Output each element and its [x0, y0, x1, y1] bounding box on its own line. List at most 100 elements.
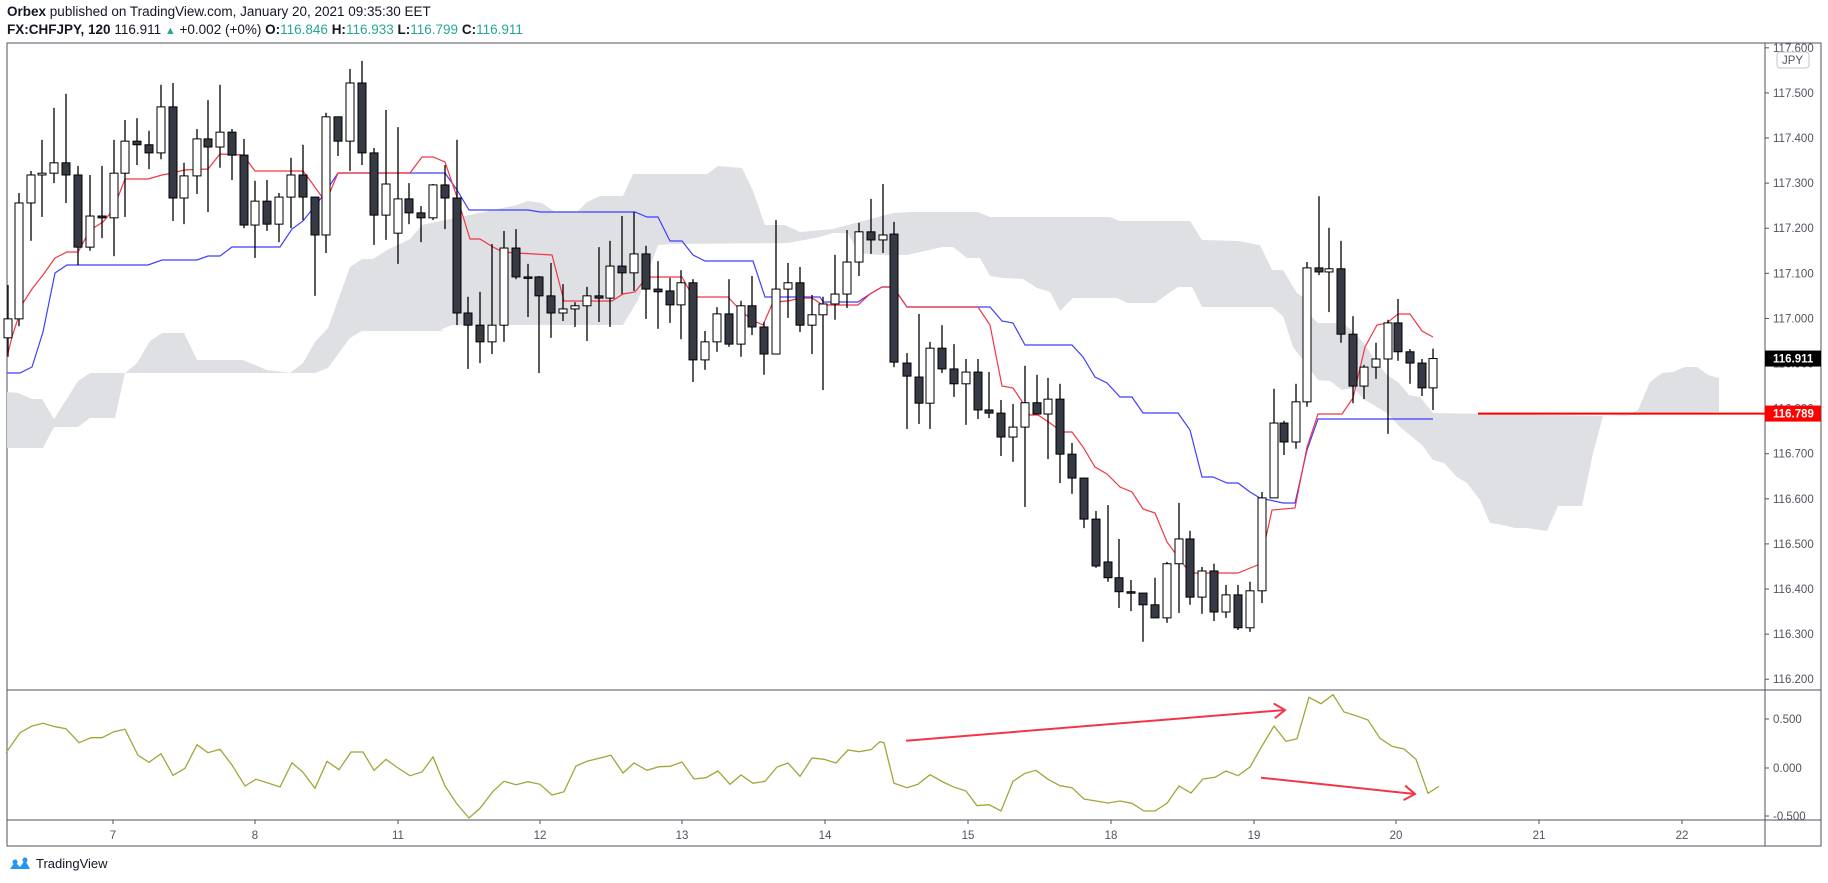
candle[interactable]	[984, 372, 994, 419]
oscillator-pane[interactable]: 0.500 0.000 -0.500	[5, 693, 1806, 823]
candle[interactable]	[156, 84, 166, 160]
candle[interactable]	[357, 60, 367, 166]
candle[interactable]	[109, 139, 119, 257]
candle[interactable]	[1091, 510, 1101, 568]
candle[interactable]	[641, 245, 651, 319]
candle[interactable]	[97, 165, 107, 239]
candle[interactable]	[1197, 566, 1207, 614]
candle[interactable]	[144, 130, 154, 170]
candle[interactable]	[416, 206, 426, 243]
candle[interactable]	[1043, 377, 1053, 460]
candle[interactable]	[902, 353, 912, 429]
candle[interactable]	[724, 279, 734, 347]
candle[interactable]	[736, 300, 746, 357]
candle[interactable]	[3, 285, 13, 357]
currency-badge[interactable]: JPY	[1776, 51, 1810, 69]
candle[interactable]	[1185, 530, 1195, 605]
trend-arrow-drawing[interactable]	[905, 702, 1287, 742]
time-axis[interactable]: 7 8 11 12 13 14 15 18 19 20 21 22	[110, 820, 1689, 842]
candle[interactable]	[26, 170, 36, 241]
candle[interactable]	[712, 307, 722, 352]
candle[interactable]	[889, 221, 899, 368]
candle[interactable]	[558, 284, 568, 322]
candle[interactable]	[1428, 348, 1438, 410]
candle[interactable]	[250, 180, 260, 258]
candle[interactable]	[582, 286, 592, 341]
candle[interactable]	[629, 211, 639, 291]
candle[interactable]	[605, 240, 615, 327]
candle[interactable]	[1174, 502, 1184, 613]
candle[interactable]	[617, 216, 627, 295]
candle[interactable]	[286, 157, 296, 229]
candle[interactable]	[1067, 442, 1077, 494]
candle[interactable]	[534, 276, 544, 373]
candle[interactable]	[345, 69, 355, 171]
candle[interactable]	[404, 183, 414, 225]
candle[interactable]	[321, 112, 331, 254]
candle[interactable]	[1417, 358, 1427, 396]
candle[interactable]	[475, 291, 485, 364]
candle[interactable]	[1245, 581, 1255, 632]
price-axis[interactable]: 117.600117.500117.400117.300117.200117.1…	[1765, 43, 1821, 686]
candle[interactable]	[570, 302, 580, 327]
candle[interactable]	[546, 262, 556, 338]
candle[interactable]	[700, 331, 710, 370]
candle[interactable]	[1162, 561, 1172, 623]
candle[interactable]	[227, 128, 237, 180]
candle[interactable]	[688, 279, 698, 382]
candle[interactable]	[594, 247, 604, 323]
candle[interactable]	[1103, 505, 1113, 582]
candle[interactable]	[179, 162, 189, 225]
candle[interactable]	[298, 144, 308, 221]
candle[interactable]	[523, 263, 533, 318]
candle[interactable]	[168, 82, 178, 221]
candle[interactable]	[428, 184, 438, 221]
candle[interactable]	[1348, 316, 1358, 404]
candle[interactable]	[192, 128, 202, 194]
candle[interactable]	[132, 118, 142, 166]
candle[interactable]	[49, 107, 59, 184]
candle[interactable]	[949, 344, 959, 397]
candle[interactable]	[1405, 349, 1415, 384]
candle[interactable]	[452, 139, 462, 326]
tradingview-footer[interactable]: TradingView	[8, 856, 108, 871]
candle[interactable]	[653, 261, 663, 329]
candle[interactable]	[914, 313, 924, 424]
candle[interactable]	[747, 276, 757, 336]
trend-arrow-drawing[interactable]	[1260, 776, 1417, 802]
candle[interactable]	[1393, 299, 1403, 361]
symbol-label[interactable]: FX:CHFJPY, 120	[7, 22, 111, 37]
candle[interactable]	[1114, 538, 1124, 608]
candle[interactable]	[1279, 420, 1289, 456]
candle[interactable]	[1371, 342, 1381, 379]
candle[interactable]	[239, 138, 249, 229]
candle[interactable]	[463, 296, 473, 369]
candle[interactable]	[1138, 592, 1148, 642]
candle[interactable]	[1383, 319, 1393, 434]
candle[interactable]	[973, 358, 983, 419]
candle[interactable]	[996, 400, 1006, 456]
candle[interactable]	[381, 110, 391, 240]
candle[interactable]	[310, 196, 320, 296]
candle[interactable]	[1221, 584, 1231, 618]
candle[interactable]	[878, 184, 888, 254]
candle[interactable]	[274, 193, 284, 243]
candle[interactable]	[215, 84, 225, 168]
candle[interactable]	[854, 222, 864, 277]
candle[interactable]	[1359, 364, 1369, 400]
candle[interactable]	[393, 127, 403, 264]
candle[interactable]	[369, 147, 379, 245]
candle[interactable]	[1126, 579, 1136, 612]
candle[interactable]	[1302, 262, 1312, 407]
candle[interactable]	[937, 325, 947, 373]
candle[interactable]	[665, 277, 675, 323]
candle[interactable]	[1257, 492, 1267, 603]
candle[interactable]	[807, 294, 817, 355]
candle[interactable]	[1055, 383, 1065, 484]
candle[interactable]	[73, 165, 83, 266]
candle[interactable]	[759, 322, 769, 375]
candle[interactable]	[120, 119, 130, 217]
candle[interactable]	[1233, 584, 1243, 631]
candle[interactable]	[203, 100, 213, 212]
